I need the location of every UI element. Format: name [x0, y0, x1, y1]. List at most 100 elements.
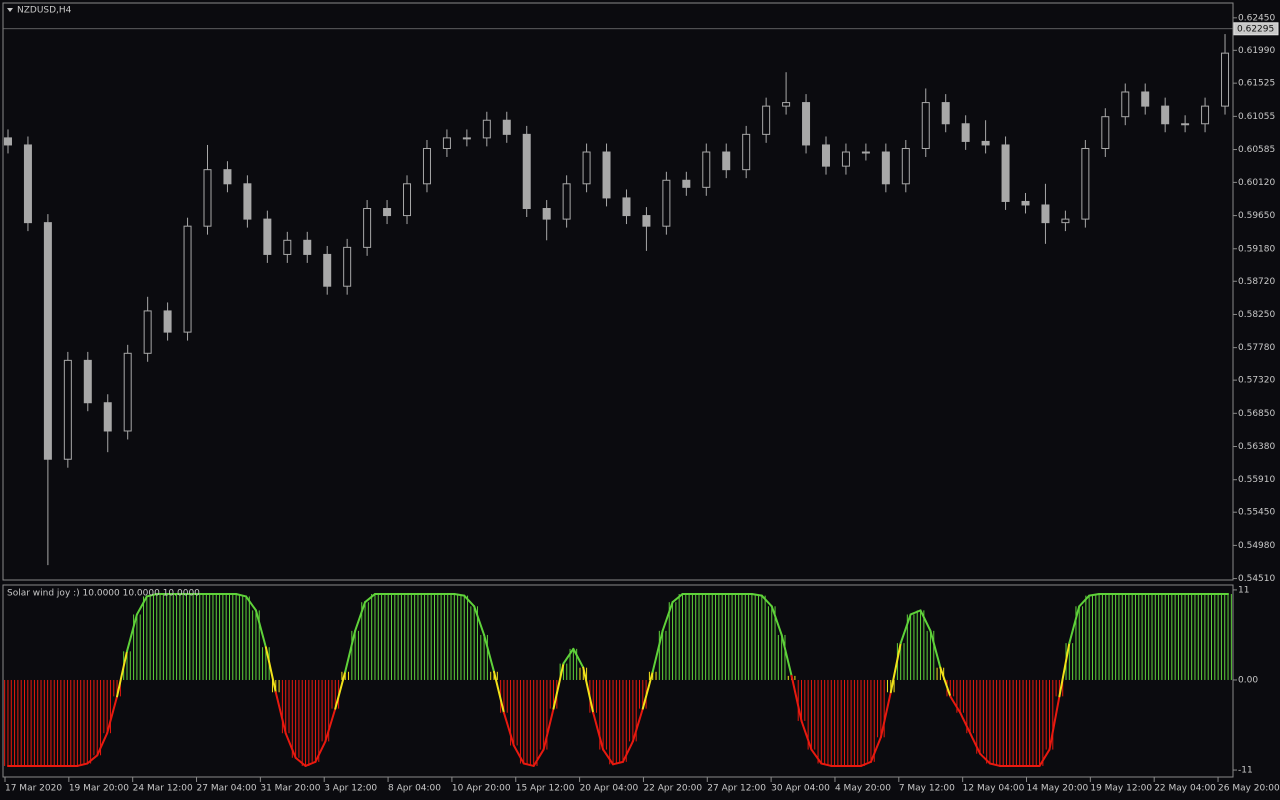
histogram-outline — [76, 762, 89, 767]
x-tick-label: 3 Apr 12:00 — [324, 784, 377, 794]
histogram-outline — [334, 670, 347, 710]
y-tick-label: 0.55450 — [1238, 508, 1275, 518]
candle-body — [323, 253, 332, 287]
x-tick-label: 24 Mar 12:00 — [133, 784, 193, 794]
histogram-outline — [949, 695, 962, 714]
candle-body — [63, 359, 72, 460]
candle-body — [303, 239, 312, 255]
candle-body — [143, 310, 152, 354]
histogram-outline — [869, 736, 882, 763]
y-tick-label: 0.61990 — [1238, 46, 1275, 56]
histogram-outline — [969, 732, 982, 755]
histogram-outline — [502, 711, 515, 747]
candle-body — [223, 169, 232, 185]
histogram-outline — [770, 605, 783, 636]
x-tick-label: 26 May 20:00 — [1218, 784, 1280, 794]
histogram-outline — [532, 748, 545, 767]
candle-body — [383, 208, 392, 217]
candle-body — [442, 137, 451, 149]
histogram-outline — [294, 756, 307, 767]
candle-body — [901, 147, 910, 185]
histogram-outline — [512, 744, 525, 765]
x-tick-label: 27 Mar 04:00 — [197, 784, 257, 794]
x-tick-label: 30 Apr 04:00 — [771, 784, 830, 794]
candle-body — [23, 144, 32, 224]
candle-body — [502, 119, 511, 135]
x-tick-label: 14 May 20:00 — [1027, 784, 1089, 794]
candle-body — [243, 183, 252, 220]
histogram-outline — [879, 691, 892, 739]
histogram-outline — [542, 707, 555, 751]
candle-body — [1041, 204, 1050, 224]
histogram-outline — [929, 629, 942, 669]
candle-body — [961, 123, 970, 142]
candle-body — [283, 239, 292, 255]
histogram-outline — [314, 740, 327, 763]
histogram-outline — [145, 593, 158, 598]
histogram-outline — [1038, 748, 1051, 767]
x-tick-label: 4 May 20:00 — [835, 784, 891, 794]
histogram-outline — [641, 670, 654, 710]
candle-body — [3, 137, 12, 146]
x-tick-label: 31 Mar 20:00 — [260, 784, 320, 794]
y-tick-label: 0.57780 — [1238, 343, 1275, 353]
histogram-outline — [631, 707, 644, 743]
y-tick-label: 0.62450 — [1238, 13, 1275, 23]
y-tick-label: 0.58250 — [1238, 310, 1275, 320]
candle-body — [762, 105, 771, 135]
histogram-outline — [780, 633, 793, 677]
candle-body — [203, 169, 212, 227]
candle-body — [881, 151, 890, 185]
histogram-outline — [344, 629, 357, 673]
histogram-outline — [125, 613, 138, 653]
candle-body — [183, 225, 192, 333]
histogram-outline — [522, 762, 535, 767]
candle-body — [462, 137, 471, 140]
y-tick-label: 0.59180 — [1238, 244, 1275, 254]
candle-body — [861, 151, 870, 154]
candle-body — [1121, 91, 1130, 118]
candle-body — [263, 218, 272, 255]
x-tick-label: 7 May 12:00 — [899, 784, 955, 794]
histogram-outline — [483, 633, 496, 673]
histogram-outline — [135, 595, 148, 616]
candle-body — [542, 208, 551, 220]
histogram-outline — [245, 595, 257, 612]
symbol-menu-arrow[interactable] — [7, 8, 13, 12]
x-tick-label: 22 Apr 20:00 — [643, 784, 702, 794]
histogram-outline — [810, 748, 823, 765]
histogram-outline — [463, 594, 476, 608]
x-tick-label: 19 Mar 20:00 — [69, 784, 129, 794]
histogram-outline — [354, 601, 367, 632]
y-tick-label: 0.56850 — [1238, 409, 1275, 419]
x-tick-label: 15 Apr 12:00 — [516, 784, 575, 794]
histogram-outline — [909, 609, 922, 616]
candle-body — [1201, 105, 1210, 125]
histogram-outline — [1058, 642, 1071, 698]
y-tick-label: 11 — [1238, 585, 1249, 595]
histogram-outline — [106, 695, 119, 735]
candle-body — [662, 179, 671, 227]
histogram-outline — [760, 594, 773, 608]
candle-body — [363, 208, 372, 248]
last-price-label: 0.62295 — [1237, 24, 1274, 34]
candle-body — [43, 222, 52, 460]
candle-body — [622, 197, 631, 217]
histogram-outline — [820, 762, 833, 767]
candle-body — [103, 402, 112, 432]
histogram-outline — [1078, 594, 1091, 608]
histogram-outline — [116, 650, 128, 698]
histogram-outline — [582, 666, 595, 714]
x-tick-label: 12 May 04:00 — [963, 784, 1025, 794]
y-tick-label: 0.61055 — [1238, 112, 1275, 122]
y-tick-label: 0.60120 — [1238, 178, 1275, 188]
main-panel-frame — [2, 2, 1234, 581]
histogram-outline — [651, 629, 664, 673]
candle-body — [1021, 200, 1030, 206]
histogram-outline — [979, 752, 991, 765]
candle-body — [802, 102, 811, 146]
y-tick-label: 0.58720 — [1238, 277, 1275, 287]
indicator-panel-frame — [2, 584, 1234, 778]
x-tick-label: 20 Apr 04:00 — [580, 784, 639, 794]
